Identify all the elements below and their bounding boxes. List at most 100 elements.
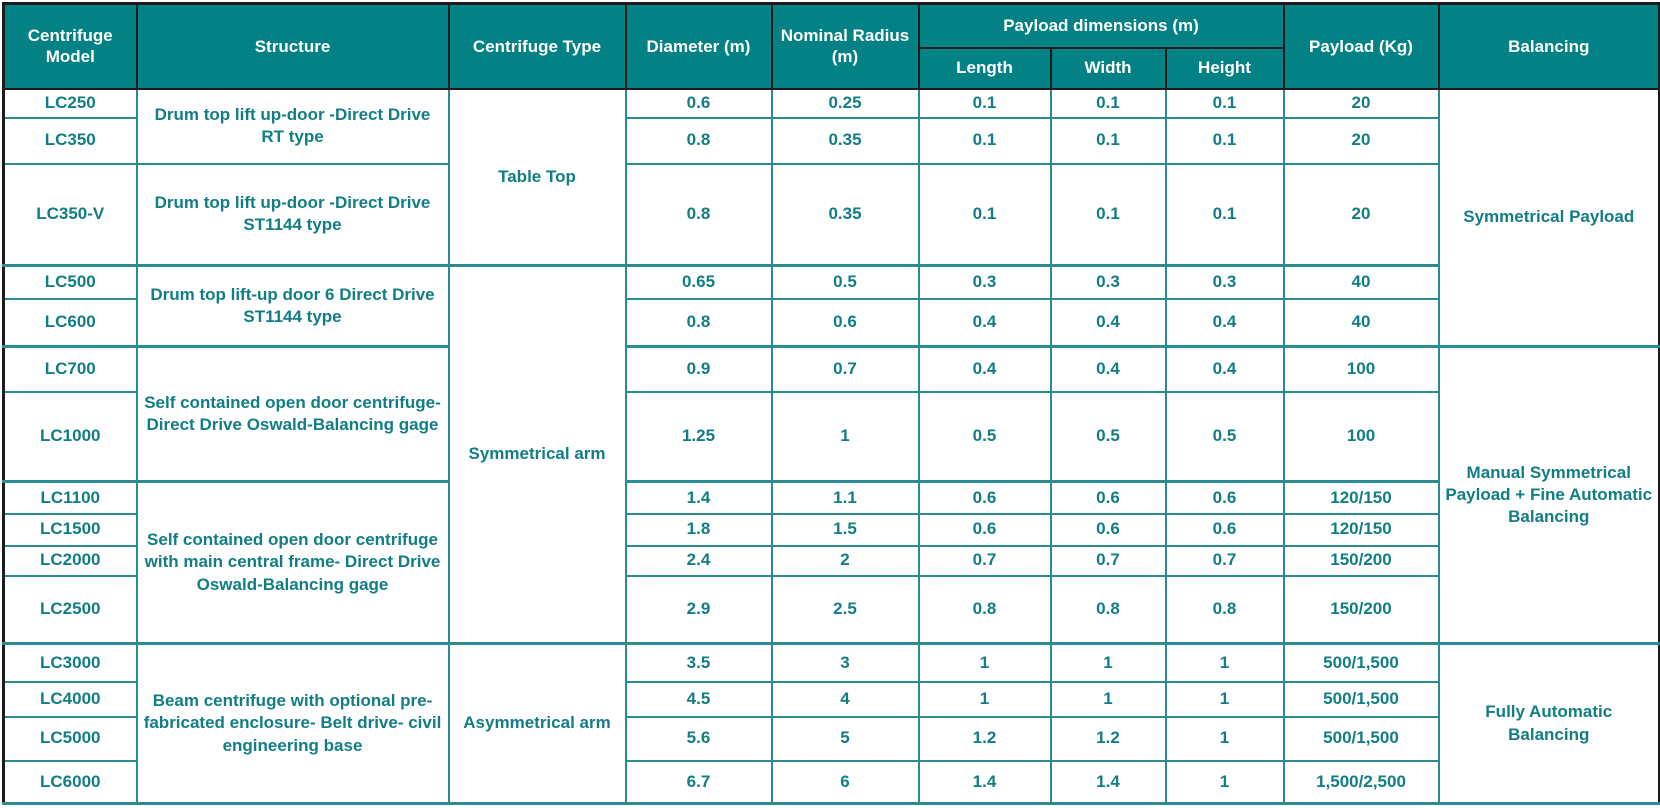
cell-height: 0.3 (1164, 264, 1285, 300)
cell-model: LC2000 (2, 544, 138, 577)
table-row: LC2000 2.4 2 0.7 0.7 0.7 150/200 (2, 544, 1660, 577)
header-balancing: Balancing (1437, 2, 1660, 90)
header-centrifuge-model: Centrifuge Model (2, 2, 138, 90)
cell-radius: 6 (770, 759, 920, 805)
cell-model: LC1500 (2, 512, 138, 547)
header-structure: Structure (135, 2, 450, 90)
cell-height: 1 (1164, 715, 1285, 762)
cell-radius: 1.5 (770, 512, 920, 547)
cell-payload: 150/200 (1282, 574, 1440, 645)
cell-width: 1 (1049, 680, 1167, 718)
cell-model: LC250 (2, 87, 138, 119)
cell-height: 0.1 (1164, 87, 1285, 119)
cell-width: 1 (1049, 642, 1167, 683)
cell-payload: 20 (1282, 162, 1440, 267)
header-length: Length (917, 46, 1052, 90)
cell-centrifuge-type: Asymmetrical arm (447, 642, 627, 805)
cell-height: 0.1 (1164, 116, 1285, 165)
table-header: Centrifuge Model Structure Centrifuge Ty… (2, 2, 1660, 90)
table-body: LC250 Drum top lift up-door -Direct Driv… (2, 87, 1660, 805)
cell-radius: 2 (770, 544, 920, 577)
cell-payload: 120/150 (1282, 512, 1440, 547)
header-nominal-radius: Nominal Radius (m) (770, 2, 920, 90)
cell-payload: 100 (1282, 345, 1440, 393)
table-row: LC350-V Drum top lift up-door -Direct Dr… (2, 162, 1660, 267)
table-row: LC1100 Self contained open door centrifu… (2, 480, 1660, 645)
cell-width: 0.8 (1049, 574, 1167, 645)
cell-radius: 0.35 (770, 162, 920, 267)
cell-centrifuge-type: Table Top (447, 87, 627, 267)
cell-diameter: 1.25 (624, 390, 773, 483)
header-width: Width (1049, 46, 1167, 90)
cell-diameter: 4.5 (624, 680, 773, 718)
cell-width: 0.5 (1049, 390, 1167, 483)
cell-radius: 0.5 (770, 264, 920, 300)
table-row: LC4000 4.5 4 1 1 1 500/1,500 (2, 680, 1660, 718)
header-height: Height (1164, 46, 1285, 90)
cell-structure: Drum top lift up-door -Direct Drive RT t… (135, 87, 450, 165)
cell-length: 1 (917, 680, 1052, 718)
cell-length: 0.3 (917, 264, 1052, 300)
cell-model: LC6000 (2, 759, 138, 805)
cell-payload: 1,500/2,500 (1282, 759, 1440, 805)
cell-structure: Drum top lift-up door 6 Direct Drive ST1… (135, 264, 450, 348)
cell-width: 0.1 (1049, 87, 1167, 119)
cell-payload: 500/1,500 (1282, 642, 1440, 683)
cell-diameter: 0.8 (624, 162, 773, 267)
cell-diameter: 1.8 (624, 512, 773, 547)
cell-length: 1 (917, 642, 1052, 683)
cell-radius: 2.5 (770, 574, 920, 645)
cell-width: 1.2 (1049, 715, 1167, 762)
table-row: LC2500 2.9 2.5 0.8 0.8 0.8 150/200 (2, 574, 1660, 645)
cell-height: 1 (1164, 642, 1285, 683)
table-row: LC1000 1.25 1 0.5 0.5 0.5 100 (2, 390, 1660, 483)
cell-length: 0.6 (917, 480, 1052, 515)
cell-length: 0.7 (917, 544, 1052, 577)
cell-width: 0.1 (1049, 162, 1167, 267)
cell-width: 0.4 (1049, 345, 1167, 393)
cell-radius: 4 (770, 680, 920, 718)
table-row: LC700 Self contained open door centrifug… (2, 345, 1660, 645)
cell-payload: 120/150 (1282, 480, 1440, 515)
table-row: LC6000 6.7 6 1.4 1.4 1 1,500/2,500 (2, 759, 1660, 805)
cell-model: LC1000 (2, 390, 138, 483)
cell-length: 0.8 (917, 574, 1052, 645)
cell-payload: 40 (1282, 297, 1440, 348)
cell-balancing: Symmetrical Payload (1437, 87, 1660, 348)
cell-width: 0.6 (1049, 512, 1167, 547)
header-row-1: Centrifuge Model Structure Centrifuge Ty… (2, 2, 1660, 90)
cell-centrifuge-type: Symmetrical arm (447, 264, 627, 645)
cell-model: LC3000 (2, 642, 138, 683)
cell-diameter: 2.4 (624, 544, 773, 577)
cell-height: 0.1 (1164, 162, 1285, 267)
cell-model: LC350-V (2, 162, 138, 267)
cell-structure: Beam centrifuge with optional pre-fabric… (135, 642, 450, 805)
cell-height: 1 (1164, 759, 1285, 805)
cell-radius: 1.1 (770, 480, 920, 515)
cell-length: 0.4 (917, 297, 1052, 348)
cell-height: 0.7 (1164, 544, 1285, 577)
cell-balancing: Fully Automatic Balancing (1437, 642, 1660, 805)
cell-radius: 0.25 (770, 87, 920, 119)
table-row: LC3000 Beam centrifuge with optional pre… (2, 642, 1660, 805)
cell-payload: 20 (1282, 87, 1440, 119)
cell-length: 0.4 (917, 345, 1052, 393)
cell-balancing: Manual Symmetrical Payload + Fine Automa… (1437, 345, 1660, 645)
cell-width: 0.7 (1049, 544, 1167, 577)
table-row: LC600 0.8 0.6 0.4 0.4 0.4 40 (2, 297, 1660, 348)
cell-length: 0.6 (917, 512, 1052, 547)
table-row: LC350 0.8 0.35 0.1 0.1 0.1 20 (2, 116, 1660, 165)
cell-diameter: 6.7 (624, 759, 773, 805)
cell-height: 0.6 (1164, 480, 1285, 515)
cell-diameter: 0.6 (624, 87, 773, 119)
cell-length: 1.2 (917, 715, 1052, 762)
cell-width: 0.4 (1049, 297, 1167, 348)
cell-structure: Self contained open door centrifuge- Dir… (135, 345, 450, 483)
cell-height: 0.8 (1164, 574, 1285, 645)
cell-height: 0.4 (1164, 297, 1285, 348)
cell-structure: Self contained open door centrifuge with… (135, 480, 450, 645)
cell-model: LC2500 (2, 574, 138, 645)
table-row: LC500 Drum top lift-up door 6 Direct Dri… (2, 264, 1660, 645)
